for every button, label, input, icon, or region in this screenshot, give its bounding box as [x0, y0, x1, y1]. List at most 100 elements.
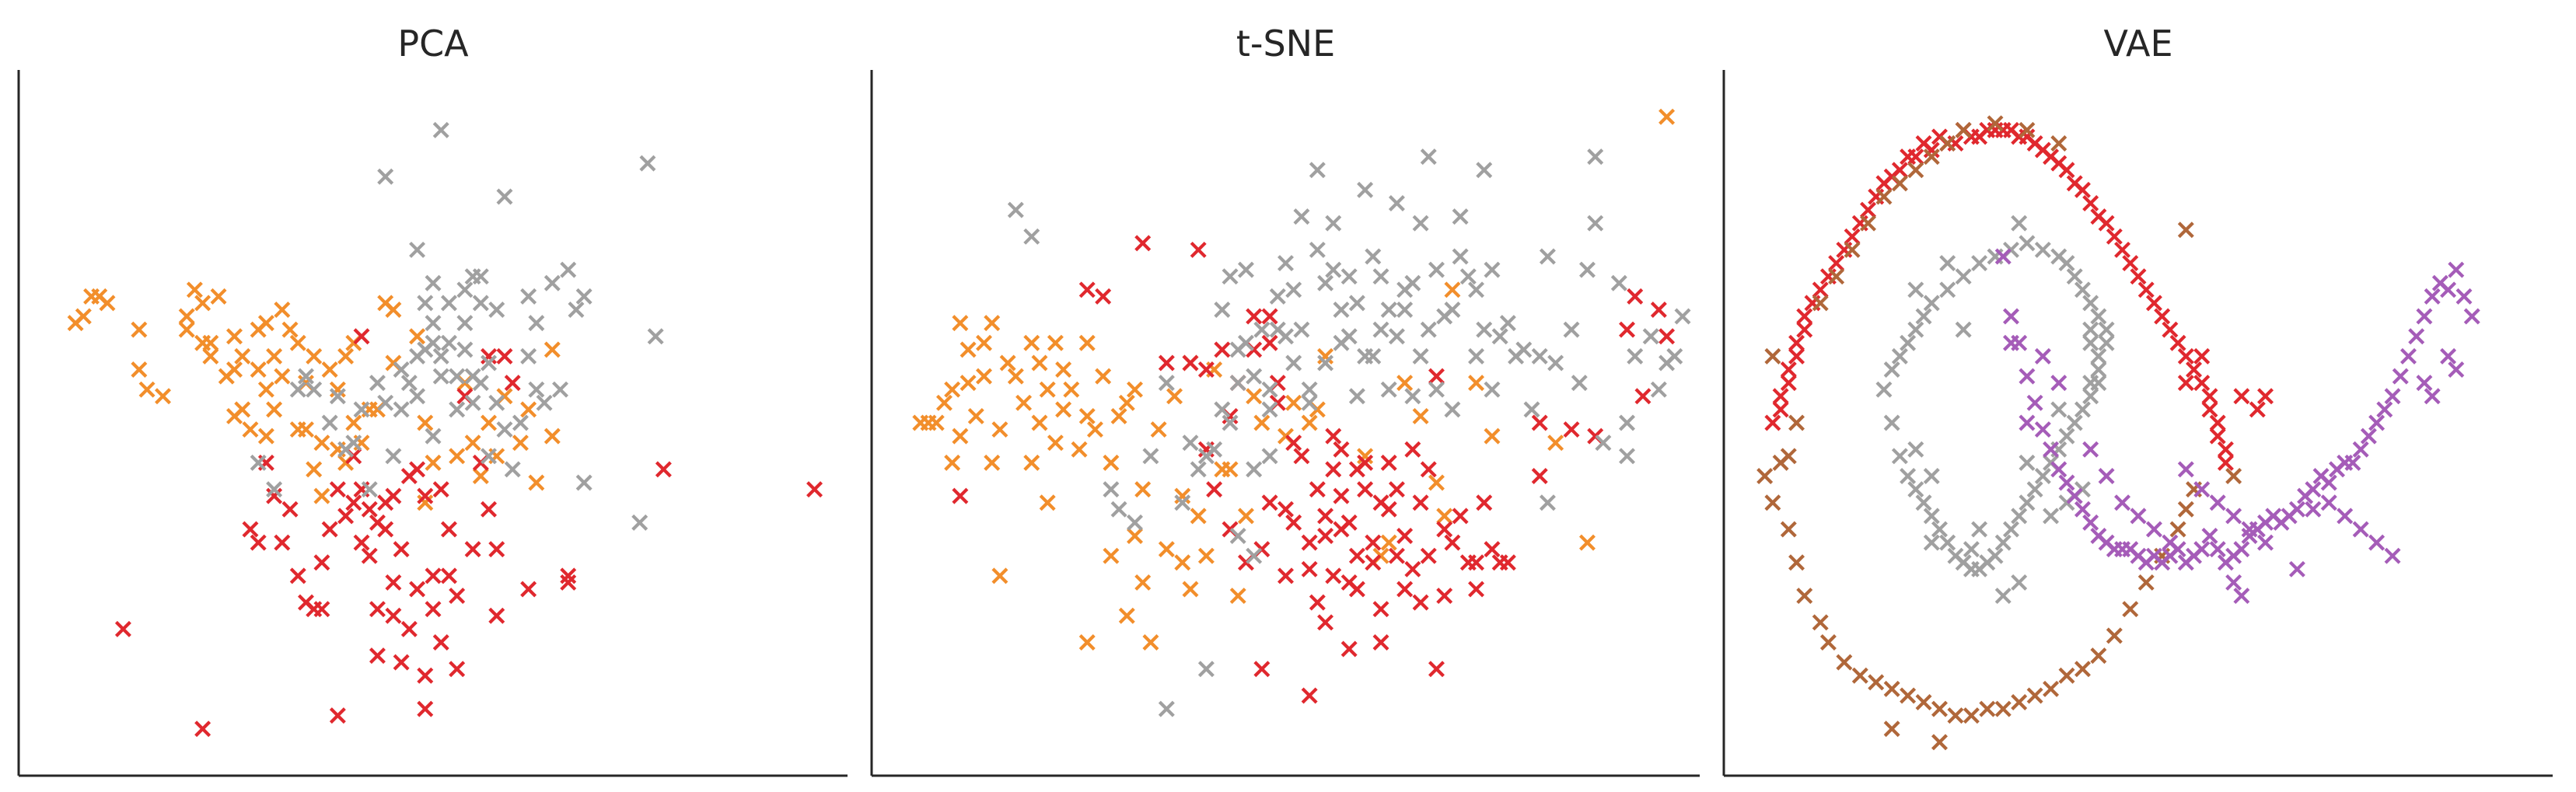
point-vae-purple-75 [2098, 467, 2115, 484]
point-pca-red-58 [520, 581, 537, 598]
point-vae-gray-17 [2011, 508, 2028, 525]
point-vae-purple-27 [2209, 541, 2226, 558]
point-tsne-orange-79 [1578, 534, 1596, 551]
point-vae-red-0 [1764, 414, 1781, 431]
point-pca-red-17 [345, 494, 362, 511]
point-tsne-orange-44 [1134, 481, 1152, 498]
point-vae-gray-69 [1955, 321, 1972, 338]
point-tsne-orange-49 [1166, 388, 1183, 405]
point-pca-red-37 [409, 461, 426, 478]
point-tsne-orange-62 [1253, 414, 1271, 431]
point-tsne-orange-40 [1118, 607, 1135, 624]
point-vae-purple-72 [2002, 334, 2019, 351]
point-vae-red-52 [2145, 295, 2162, 312]
point-vae-purple-57 [2448, 261, 2465, 278]
point-pca-gray-20 [409, 241, 426, 258]
point-tsne-orange-68 [1357, 448, 1374, 465]
point-vae-purple-9 [2066, 487, 2083, 504]
point-vae-brown-11 [1883, 680, 1900, 697]
point-tsne-gray-5 [1142, 448, 1159, 465]
point-vae-gray-64 [2090, 375, 2107, 392]
point-tsne-red-77 [1476, 494, 1493, 511]
point-pca-gray-8 [345, 434, 362, 452]
point-tsne-gray-82 [1515, 341, 1533, 358]
point-vae-purple-1 [2002, 308, 2019, 325]
point-tsne-orange-26 [1047, 434, 1064, 452]
point-vae-purple-64 [2177, 461, 2194, 478]
point-pca-gray-0 [250, 454, 267, 471]
point-vae-brown-33 [1828, 268, 1845, 285]
point-vae-purple-6 [2043, 441, 2060, 458]
point-vae-brown-19 [2011, 694, 2028, 711]
point-tsne-red-41 [1333, 441, 1350, 458]
point-tsne-orange-50 [1174, 554, 1191, 571]
point-vae-purple-79 [2162, 534, 2179, 551]
point-vae-gray-4 [1907, 481, 1924, 498]
point-vae-red-55 [2169, 334, 2186, 351]
marker-layer-pca [67, 121, 823, 738]
point-tsne-red-46 [1348, 547, 1365, 564]
scatter-panel-pca: PCA [17, 23, 848, 777]
point-tsne-gray-38 [1317, 354, 1334, 372]
point-vae-purple-5 [2034, 421, 2051, 438]
point-pca-orange-38 [306, 347, 323, 365]
point-pca-red-40 [417, 667, 434, 684]
point-vae-brown-30 [2177, 501, 2194, 518]
point-pca-gray-43 [481, 354, 498, 372]
point-tsne-orange-71 [1396, 375, 1414, 392]
point-pca-orange-42 [321, 361, 338, 379]
point-tsne-orange-31 [1071, 441, 1088, 458]
point-vae-gray-38 [2034, 241, 2051, 258]
point-pca-red-21 [353, 328, 370, 345]
point-tsne-gray-35 [1309, 241, 1326, 258]
point-tsne-gray-2 [1103, 481, 1120, 498]
point-tsne-gray-79 [1491, 328, 1508, 345]
point-pca-red-47 [449, 588, 466, 605]
point-vae-gray-3 [1900, 467, 1917, 484]
point-tsne-orange-9 [959, 375, 977, 392]
point-vae-brown-37 [1891, 175, 1908, 192]
point-vae-purple-80 [2305, 501, 2322, 518]
point-pca-orange-26 [257, 315, 274, 332]
panel-title-vae: VAE [2103, 23, 2172, 65]
point-pca-orange-7 [138, 381, 156, 398]
point-vae-gray-18 [2019, 494, 2036, 511]
point-tsne-gray-83 [1523, 401, 1540, 418]
point-tsne-gray-6 [1158, 375, 1175, 392]
point-pca-red-22 [361, 501, 378, 518]
point-tsne-orange-21 [1023, 454, 1040, 471]
point-pca-orange-62 [472, 467, 489, 484]
point-tsne-red-86 [1627, 288, 1644, 305]
point-pca-orange-39 [306, 461, 323, 478]
point-tsne-gray-71 [1452, 208, 1469, 225]
point-tsne-red-53 [1372, 601, 1389, 618]
point-vae-brown-42 [1987, 115, 2004, 132]
point-tsne-red-38 [1325, 567, 1342, 584]
point-pca-red-45 [440, 567, 457, 584]
point-tsne-red-45 [1340, 640, 1358, 658]
point-tsne-gray-51 [1372, 268, 1389, 285]
panel-title-pca: PCA [397, 23, 469, 65]
point-tsne-gray-4 [1127, 514, 1143, 531]
point-tsne-red-80 [1499, 554, 1516, 571]
point-pca-red-19 [353, 534, 370, 551]
point-pca-orange-67 [520, 401, 537, 418]
point-tsne-red-37 [1325, 461, 1342, 478]
point-vae-red-6 [1788, 334, 1805, 351]
point-tsne-red-75 [1468, 581, 1485, 598]
point-tsne-orange-27 [1047, 334, 1064, 351]
point-tsne-red-40 [1333, 487, 1350, 504]
point-tsne-gray-93 [1595, 434, 1612, 452]
point-vae-gray-49 [1891, 347, 1908, 365]
point-vae-purple-49 [2384, 388, 2401, 405]
point-tsne-gray-43 [1340, 268, 1358, 285]
point-tsne-gray-14 [1222, 414, 1239, 431]
point-tsne-gray-101 [1666, 347, 1683, 365]
point-vae-brown-48 [1780, 448, 1797, 465]
point-vae-brown-26 [2122, 601, 2139, 618]
point-vae-gray-7 [1931, 521, 1948, 538]
point-pca-red-38 [417, 700, 434, 717]
point-tsne-red-32 [1309, 481, 1326, 498]
point-vae-red-14 [1844, 228, 1861, 245]
point-vae-brown-24 [2090, 647, 2107, 665]
